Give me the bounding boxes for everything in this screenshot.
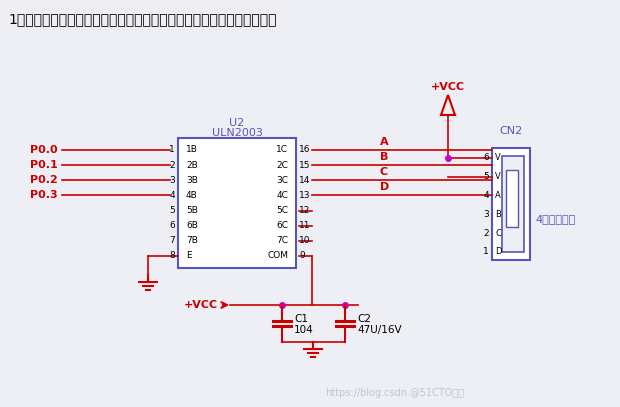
Text: 5: 5 (483, 172, 489, 181)
Text: C2: C2 (357, 314, 371, 324)
Text: ULN2003: ULN2003 (211, 128, 262, 138)
Text: P0.1: P0.1 (30, 160, 58, 170)
Text: 6C: 6C (276, 221, 288, 230)
Text: 6B: 6B (186, 221, 198, 230)
Text: +VCC: +VCC (184, 300, 218, 310)
Text: 4相步进电机: 4相步进电机 (535, 214, 575, 224)
Text: 1: 1 (169, 145, 175, 155)
Text: CN2: CN2 (499, 126, 523, 136)
Text: 2C: 2C (276, 161, 288, 170)
Text: B: B (380, 152, 388, 162)
Text: COM: COM (267, 252, 288, 260)
Text: 2B: 2B (186, 161, 198, 170)
Text: 13: 13 (299, 191, 311, 200)
Bar (502, 156, 524, 252)
Bar (506, 170, 518, 227)
Text: 5: 5 (169, 206, 175, 215)
Text: 10: 10 (299, 236, 311, 245)
Text: 8: 8 (169, 252, 175, 260)
Text: 2: 2 (169, 161, 175, 170)
Text: B: B (495, 210, 501, 219)
Text: 16: 16 (299, 145, 311, 155)
Text: P0.0: P0.0 (30, 145, 58, 155)
Text: 3: 3 (483, 210, 489, 219)
Text: 7B: 7B (186, 236, 198, 245)
Text: 14: 14 (299, 176, 311, 185)
Text: C: C (380, 167, 388, 177)
Text: 1、如果不考虑数据锁存功能，步进电机的扩展板电路可以简化为下图：: 1、如果不考虑数据锁存功能，步进电机的扩展板电路可以简化为下图： (8, 12, 277, 26)
Text: D: D (495, 247, 502, 256)
Text: 1C: 1C (276, 145, 288, 155)
Text: 4C: 4C (276, 191, 288, 200)
Text: 12: 12 (299, 206, 311, 215)
Text: 3: 3 (169, 176, 175, 185)
Text: C: C (495, 229, 501, 238)
Text: V: V (495, 153, 501, 162)
Text: P0.3: P0.3 (30, 190, 58, 200)
Text: 6: 6 (169, 221, 175, 230)
Text: https://blog.csdn.@51CTO博客: https://blog.csdn.@51CTO博客 (326, 388, 464, 398)
Text: 5C: 5C (276, 206, 288, 215)
Text: E: E (186, 252, 192, 260)
Text: 3C: 3C (276, 176, 288, 185)
Text: 4: 4 (484, 191, 489, 200)
Text: 3B: 3B (186, 176, 198, 185)
Text: +VCC: +VCC (431, 82, 465, 92)
Text: 15: 15 (299, 161, 311, 170)
Text: 6: 6 (483, 153, 489, 162)
Text: 1B: 1B (186, 145, 198, 155)
Text: 104: 104 (294, 325, 314, 335)
Text: 7C: 7C (276, 236, 288, 245)
Text: 9: 9 (299, 252, 305, 260)
Bar (492, 148, 530, 260)
Text: 4: 4 (169, 191, 175, 200)
Text: P0.2: P0.2 (30, 175, 58, 185)
Bar (178, 138, 296, 268)
Text: 5B: 5B (186, 206, 198, 215)
Text: A: A (380, 137, 389, 147)
Text: C1: C1 (294, 314, 308, 324)
Text: 1: 1 (483, 247, 489, 256)
Text: 7: 7 (169, 236, 175, 245)
Text: 2: 2 (484, 229, 489, 238)
Text: V: V (495, 172, 501, 181)
Text: U2: U2 (229, 118, 245, 128)
Text: D: D (380, 182, 389, 193)
Text: 47U/16V: 47U/16V (357, 325, 402, 335)
Text: 4B: 4B (186, 191, 198, 200)
Text: 11: 11 (299, 221, 311, 230)
Text: A: A (495, 191, 501, 200)
